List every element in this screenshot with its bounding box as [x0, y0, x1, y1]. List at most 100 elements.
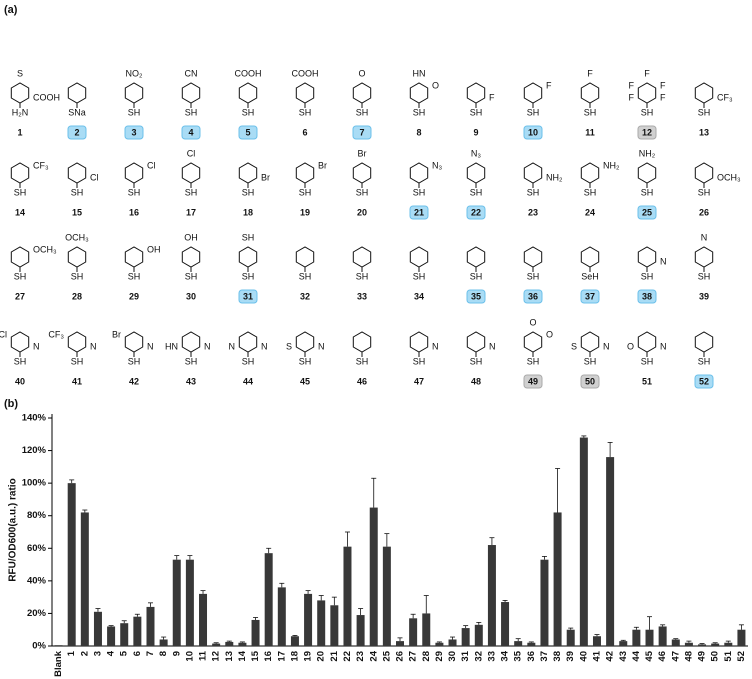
compound-label: 50	[585, 376, 595, 386]
bar	[199, 593, 208, 646]
label-highlight	[580, 374, 600, 389]
ring	[295, 162, 315, 184]
substituent: N	[261, 341, 268, 351]
bar	[684, 642, 693, 646]
compound-label: 34	[414, 291, 424, 301]
ring	[409, 82, 429, 104]
thiol-group: SH	[584, 356, 597, 366]
thiol-group: SH	[470, 271, 483, 281]
substituent: N	[660, 256, 667, 266]
bar	[671, 639, 680, 646]
thiol-group: SH	[185, 356, 198, 366]
bar	[606, 457, 615, 646]
substituent: HN	[165, 341, 178, 351]
bar	[711, 643, 720, 646]
compound-label: 2	[74, 127, 79, 137]
bar	[566, 629, 575, 646]
label-highlight	[67, 125, 87, 140]
x-tick-label: 14	[237, 650, 248, 661]
x-tick-label: Blank	[53, 650, 64, 677]
compound-label: 40	[15, 376, 25, 386]
x-tick-label: 50	[710, 651, 721, 662]
label-highlight	[523, 289, 543, 304]
x-tick-label: 23	[355, 651, 366, 662]
substituent: N	[489, 341, 496, 351]
ring	[580, 82, 600, 104]
thiol-group: SH	[470, 107, 483, 117]
x-tick-label: 29	[434, 651, 445, 662]
compound-label: 21	[414, 207, 424, 217]
bar	[264, 553, 273, 646]
thiol-group: SH	[698, 271, 711, 281]
bar	[330, 605, 339, 646]
thiol-group: SH	[470, 187, 483, 197]
x-tick-label: 45	[644, 650, 655, 661]
ring	[466, 246, 486, 268]
compound-label: 26	[699, 207, 709, 217]
x-tick-label: 10	[184, 651, 195, 662]
thiol-group: SH	[242, 271, 255, 281]
ring	[67, 331, 87, 353]
compound-label: 51	[642, 376, 652, 386]
substituent: CF₃	[33, 160, 49, 170]
x-tick-label: 4	[106, 650, 117, 656]
compound-label: 31	[243, 291, 253, 301]
thiol-group: SH	[584, 187, 597, 197]
bar	[422, 613, 431, 646]
substituent: O	[358, 68, 365, 78]
ring	[181, 82, 201, 104]
ring	[124, 331, 144, 353]
x-tick-label: 44	[631, 650, 642, 661]
bar	[146, 606, 155, 646]
ring	[238, 82, 258, 104]
thiol-group: SeH	[581, 271, 599, 281]
substituent: F	[489, 92, 495, 102]
bar	[54, 645, 63, 646]
y-tick-label: 0%	[32, 641, 46, 652]
thiol-group: SH	[356, 356, 369, 366]
thiol-group: SH	[71, 356, 84, 366]
thiol-group: SH	[71, 271, 84, 281]
ring	[409, 246, 429, 268]
substituent: N	[147, 341, 154, 351]
compound-label: 14	[15, 207, 25, 217]
substituent: Br	[318, 160, 327, 170]
x-tick-label: 20	[316, 651, 327, 662]
x-tick-label: 40	[578, 651, 589, 662]
compound-label: 11	[585, 127, 595, 137]
bar	[579, 437, 588, 646]
x-tick-label: 9	[171, 651, 182, 656]
thiol-group: SH	[584, 107, 597, 117]
x-tick-label: 6	[132, 651, 143, 656]
x-tick-label: 51	[723, 650, 734, 661]
compound-label: 9	[473, 127, 478, 137]
ring	[238, 246, 258, 268]
compound-label: 1	[17, 127, 22, 137]
bar	[290, 636, 299, 646]
x-tick-label: 18	[289, 651, 300, 662]
compound-label: 52	[699, 376, 709, 386]
thiol-group: SH	[356, 271, 369, 281]
bar	[448, 639, 457, 646]
ring	[181, 162, 201, 184]
y-tick-label: 120%	[22, 445, 47, 456]
substituent: CN	[185, 68, 198, 78]
thiol-group: SH	[299, 356, 312, 366]
thiol-group: SH	[14, 187, 27, 197]
y-tick-label: 80%	[27, 510, 47, 521]
thiol-group: SH	[71, 187, 84, 197]
ring	[10, 162, 30, 184]
y-tick-label: 40%	[27, 575, 47, 586]
x-tick-label: 2	[79, 651, 90, 656]
x-tick-label: 22	[342, 651, 353, 662]
bar	[304, 593, 313, 646]
compound-label: 49	[528, 376, 538, 386]
ring	[694, 246, 714, 268]
compound-label: 4	[188, 127, 193, 137]
thiol-group: SH	[641, 107, 654, 117]
label-highlight	[124, 125, 144, 140]
ring	[466, 331, 486, 353]
x-tick-label: 25	[381, 650, 392, 661]
substituent: N	[701, 232, 708, 242]
ring	[637, 246, 657, 268]
